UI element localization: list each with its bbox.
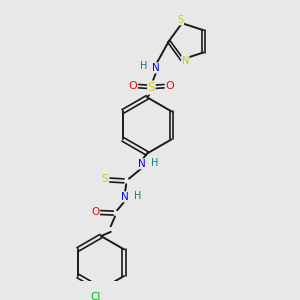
Text: N: N <box>121 192 129 202</box>
Text: S: S <box>102 174 109 184</box>
Text: H: H <box>151 158 158 168</box>
Text: O: O <box>165 81 174 91</box>
Text: H: H <box>134 191 142 201</box>
Text: O: O <box>129 81 138 91</box>
Text: O: O <box>91 207 100 217</box>
Text: H: H <box>140 61 147 71</box>
Text: N: N <box>152 63 160 73</box>
Text: S: S <box>148 81 155 94</box>
Text: Cl: Cl <box>91 292 101 300</box>
Text: N: N <box>138 159 146 169</box>
Text: N: N <box>182 56 189 66</box>
Text: S: S <box>178 15 184 25</box>
